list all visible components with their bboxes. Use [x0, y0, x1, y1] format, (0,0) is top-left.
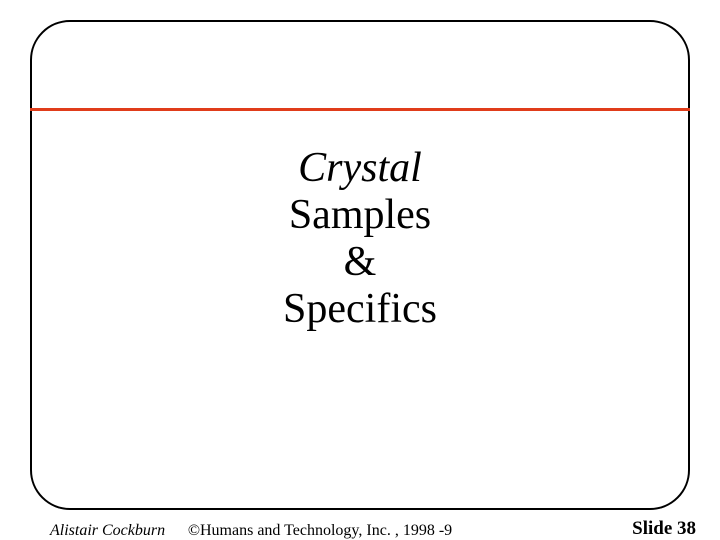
title-line-3: & [30, 239, 690, 286]
footer-slide-number: Slide 38 [632, 518, 696, 540]
title-line-4: Specifics [30, 286, 690, 333]
title-line-1: Crystal [30, 145, 690, 192]
footer-center-wrap: ©Humans and Technology, Inc. , 1998 -9 [0, 522, 720, 540]
slide-footer: Alistair Cockburn ©Humans and Technology… [0, 516, 720, 540]
slide-title-block: Crystal Samples & Specifics [30, 145, 690, 333]
horizontal-divider [30, 108, 690, 111]
footer-copyright: ©Humans and Technology, Inc. , 1998 -9 [188, 522, 452, 540]
title-line-2: Samples [30, 192, 690, 239]
